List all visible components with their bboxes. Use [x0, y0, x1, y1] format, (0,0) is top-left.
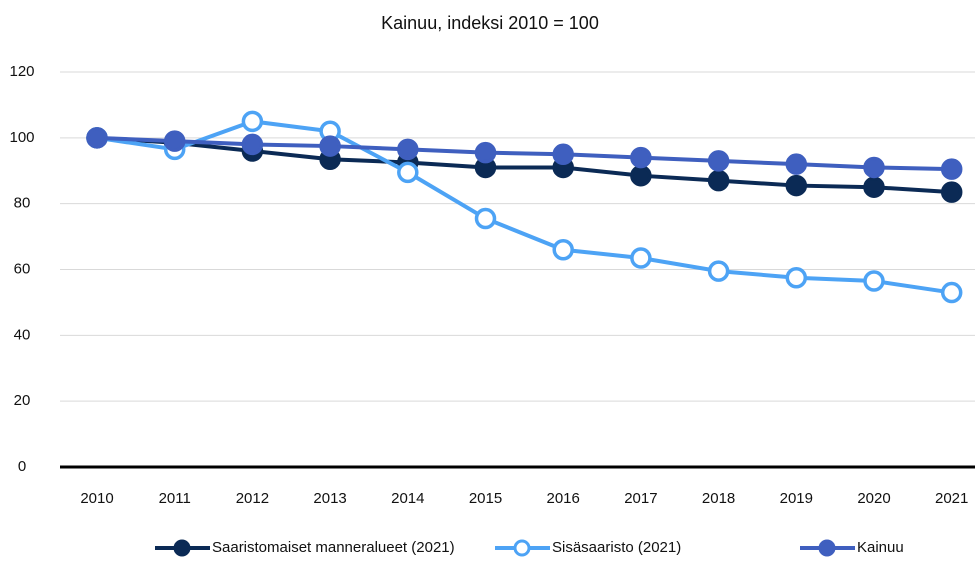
y-tick-label: 80	[14, 195, 31, 212]
point	[86, 127, 108, 149]
point	[863, 270, 885, 292]
x-tick-label: 2020	[857, 490, 890, 507]
x-tick-label: 2012	[236, 490, 269, 507]
point	[940, 281, 963, 304]
x-tick-label: 2013	[313, 490, 346, 507]
point	[785, 174, 808, 197]
x-tick-label: 2011	[159, 490, 191, 507]
point	[940, 181, 963, 203]
legend-label: Kainuu	[857, 539, 904, 556]
legend-marker	[513, 539, 531, 557]
y-tick-label: 40	[14, 326, 31, 343]
point	[707, 169, 730, 192]
x-tick-label: 2015	[469, 490, 502, 507]
point	[707, 150, 730, 172]
x-tick-label: 2017	[624, 490, 657, 507]
legend-marker	[173, 539, 191, 557]
point	[863, 176, 885, 198]
point	[241, 110, 264, 133]
point	[552, 239, 574, 261]
x-tick-label: 2019	[780, 490, 813, 507]
y-tick-label: 120	[9, 63, 34, 80]
series-line	[96, 135, 952, 195]
x-tick-label: 2014	[391, 490, 424, 507]
point	[163, 130, 186, 152]
series-line	[96, 119, 952, 295]
point	[707, 260, 730, 282]
point	[863, 156, 885, 179]
point	[630, 164, 652, 187]
point	[940, 158, 963, 180]
x-tick-label: 2010	[80, 490, 113, 507]
point	[241, 133, 264, 156]
point	[397, 138, 419, 161]
x-tick-label: 2018	[702, 490, 735, 507]
series-line	[96, 135, 952, 172]
x-tick-label: 2016	[547, 490, 580, 507]
y-tick-label: 0	[18, 458, 26, 475]
y-tick-label: 20	[14, 392, 31, 409]
point	[474, 207, 497, 230]
point	[552, 143, 574, 166]
point	[630, 146, 652, 169]
point	[785, 266, 808, 289]
x-tick-label: 2021	[935, 490, 968, 507]
point	[319, 135, 341, 157]
point	[397, 161, 419, 184]
point	[630, 247, 652, 269]
legend-marker	[818, 539, 836, 557]
legend-label: Sisäsaaristo (2021)	[552, 539, 681, 556]
legend-label: Saaristomaiset manneralueet (2021)	[212, 539, 455, 556]
point	[474, 141, 497, 164]
y-tick-label: 60	[14, 260, 31, 277]
y-tick-label: 100	[9, 129, 34, 146]
point	[785, 153, 808, 175]
chart-title: Kainuu, indeksi 2010 = 100	[381, 13, 599, 33]
